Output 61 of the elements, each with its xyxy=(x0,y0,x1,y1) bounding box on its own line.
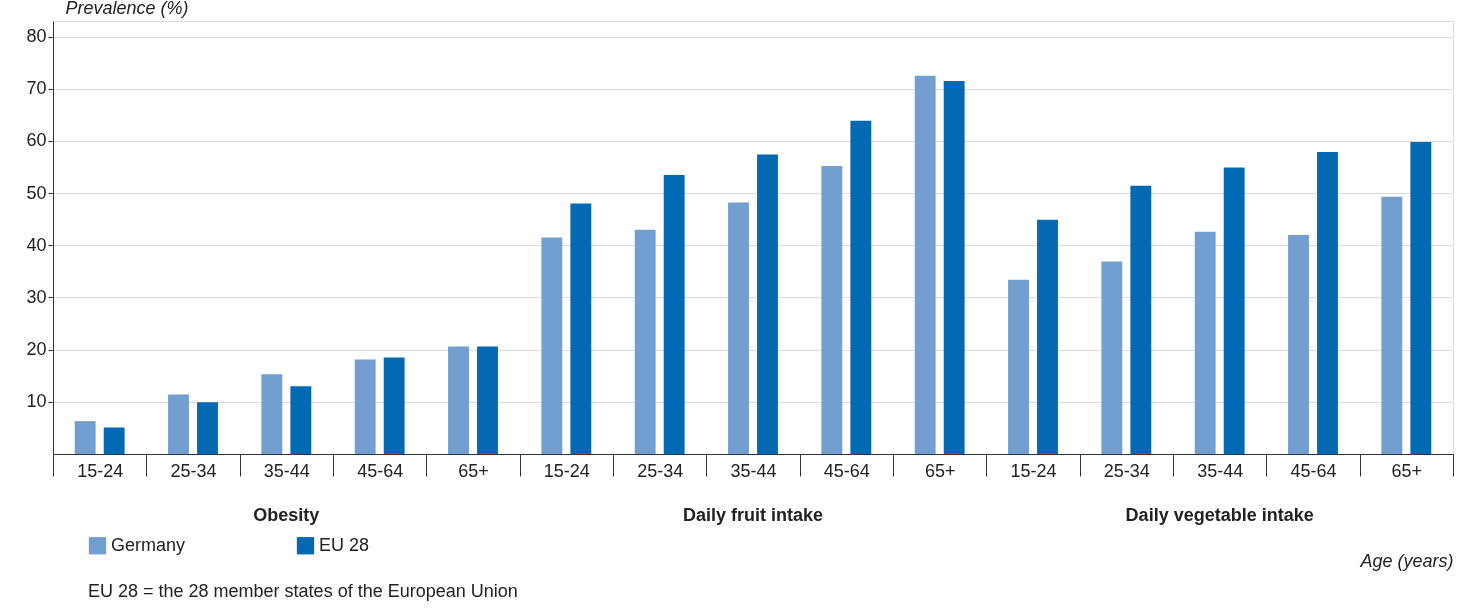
x-tick-label: 35-44 xyxy=(730,460,777,481)
text: Obesity xyxy=(253,505,320,525)
x-tick-label: 35-44 xyxy=(263,460,310,481)
bar xyxy=(477,346,498,454)
text: Daily fruit intake xyxy=(682,505,824,525)
y-tick-label: 20 xyxy=(26,339,47,360)
text: EU 28 = the 28 member states of the European Union xyxy=(88,581,518,601)
y-tick-label: 50 xyxy=(26,182,47,203)
x-tick-label: 15-24 xyxy=(77,460,124,481)
x-tick-label: 25-34 xyxy=(637,460,684,481)
x-tick-label: 35-44 xyxy=(1197,460,1244,481)
text: Daily vegetable intake xyxy=(1125,505,1314,525)
bar xyxy=(634,229,656,454)
bar xyxy=(197,402,218,454)
y-axis-title: Prevalence (%) xyxy=(65,0,189,18)
legend-label: EU 28 xyxy=(319,534,370,555)
x-tick-label: 45-64 xyxy=(823,460,870,481)
y-tick-label: 70 xyxy=(26,78,47,99)
y-tick-label: 40 xyxy=(26,234,47,255)
y-tick-label: 10 xyxy=(26,391,47,412)
bar xyxy=(821,166,843,454)
bar xyxy=(383,357,405,454)
bar xyxy=(1194,231,1216,454)
x-tick-label: 15-24 xyxy=(1010,460,1057,481)
x-tick-label: 15-24 xyxy=(543,460,590,481)
bar xyxy=(1288,234,1309,454)
bar xyxy=(1410,142,1432,454)
x-tick-label: 45-64 xyxy=(357,460,404,481)
x-tick-label: 25-34 xyxy=(170,460,217,481)
bar xyxy=(1130,185,1152,454)
bar xyxy=(1008,279,1029,454)
x-tick-label: 65+ xyxy=(924,460,956,481)
x-tick-label: 65+ xyxy=(1391,460,1423,481)
x-tick-label: 25-34 xyxy=(1103,460,1150,481)
bar xyxy=(850,120,872,454)
bar xyxy=(261,374,283,454)
bar xyxy=(1381,196,1403,454)
bar xyxy=(290,386,312,454)
bar xyxy=(663,174,685,454)
bar xyxy=(448,346,469,454)
bar xyxy=(1317,151,1338,454)
bar xyxy=(1223,167,1245,454)
y-tick-label: 80 xyxy=(26,26,47,47)
bar xyxy=(541,237,563,454)
x-axis-title: Age (years) xyxy=(1359,550,1454,571)
bar xyxy=(728,202,749,454)
bar xyxy=(943,80,965,454)
bar xyxy=(103,427,125,454)
bar xyxy=(757,154,778,454)
bar xyxy=(74,421,96,454)
bar xyxy=(914,75,936,454)
bar xyxy=(168,394,189,454)
legend-label: Germany xyxy=(111,534,186,555)
y-tick-label: 60 xyxy=(26,130,47,151)
y-tick-label: 30 xyxy=(26,286,47,307)
x-tick-label: 45-64 xyxy=(1290,460,1337,481)
bar xyxy=(354,359,376,454)
bar xyxy=(570,203,592,454)
bar xyxy=(1101,261,1123,454)
x-tick-label: 65+ xyxy=(458,460,489,481)
bar xyxy=(1037,219,1058,454)
